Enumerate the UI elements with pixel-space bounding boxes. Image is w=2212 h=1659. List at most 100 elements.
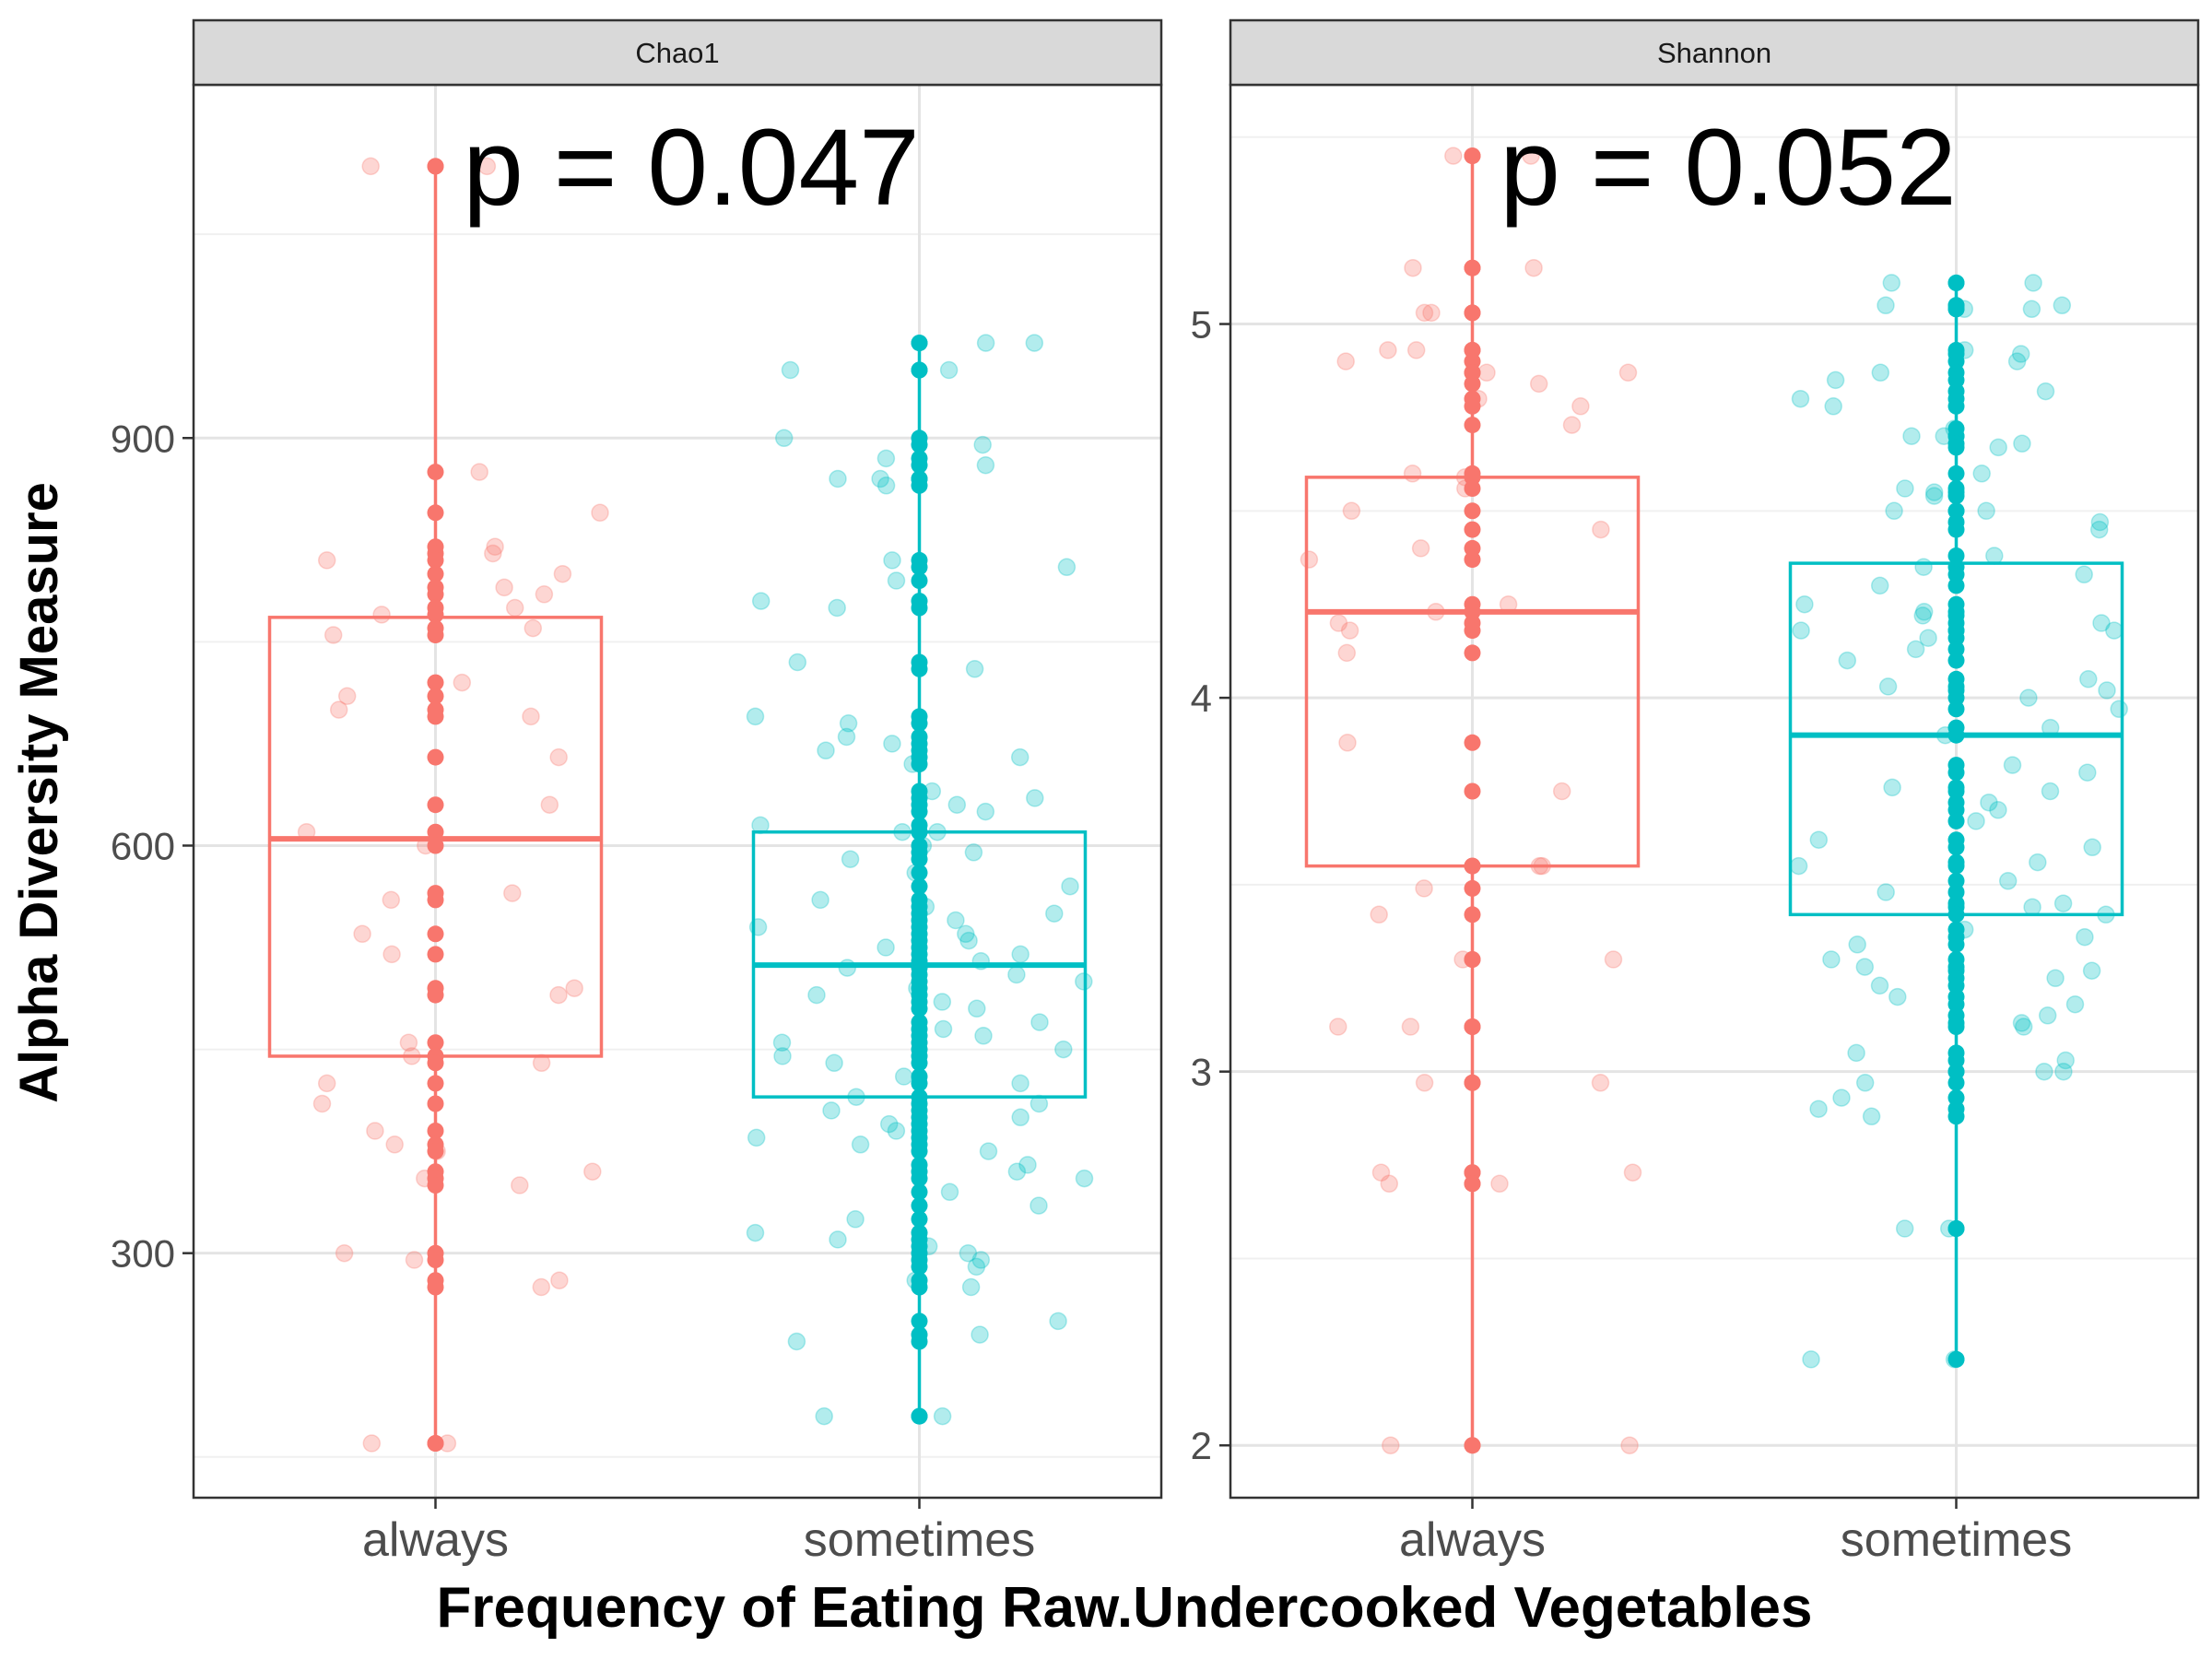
- center-point: [911, 572, 928, 589]
- jitter-point: [828, 598, 846, 618]
- jitter-point: [317, 551, 336, 570]
- jitter-point: [968, 999, 986, 1018]
- jitter-point: [1855, 958, 1875, 976]
- jitter-point: [2083, 838, 2101, 857]
- center-point: [1947, 1108, 1965, 1125]
- center-point: [427, 504, 444, 522]
- jitter-point: [2090, 512, 2110, 532]
- x-tick-label-sometimes: sometimes: [1841, 1513, 2072, 1567]
- center-point: [427, 925, 444, 943]
- jitter-point: [2054, 1062, 2073, 1081]
- jitter-point: [2098, 681, 2116, 700]
- center-point: [1464, 1074, 1481, 1091]
- center-point: [911, 714, 928, 732]
- jitter-point: [822, 1101, 841, 1120]
- jitter-point: [774, 429, 794, 448]
- jitter-point: [965, 660, 984, 678]
- center-point: [427, 565, 444, 582]
- jitter-point: [505, 598, 524, 618]
- center-point: [911, 877, 928, 895]
- jitter-point: [535, 585, 554, 604]
- jitter-point: [747, 1128, 766, 1147]
- jitter-point: [1337, 643, 1357, 663]
- jitter-point: [1848, 935, 1866, 954]
- jitter-point: [967, 1257, 986, 1277]
- jitter-point: [1592, 520, 1610, 539]
- jitter-point: [1007, 1162, 1027, 1181]
- jitter-point: [1902, 427, 1921, 445]
- jitter-point: [2105, 621, 2124, 640]
- jitter-point: [522, 707, 540, 726]
- jitter-point: [2012, 1014, 2031, 1032]
- center-point: [427, 585, 444, 603]
- jitter-point: [871, 469, 889, 488]
- jitter-point: [957, 924, 975, 944]
- jitter-point: [1885, 501, 1903, 521]
- x-axis-title: Frequency of Eating Raw.Undercooked Vege…: [437, 1576, 1813, 1640]
- center-point: [1464, 879, 1481, 897]
- center-point: [911, 823, 928, 841]
- jitter-point: [1855, 1074, 1875, 1092]
- x-tick-label-always: always: [362, 1513, 509, 1567]
- jitter-point: [495, 578, 513, 597]
- jitter-point: [829, 1230, 847, 1249]
- jitter-point: [2023, 898, 2041, 916]
- center-point: [427, 1435, 444, 1452]
- center-point: [911, 851, 928, 868]
- jitter-point: [1018, 1156, 1037, 1174]
- center-point: [911, 1183, 928, 1201]
- center-point: [1947, 1350, 1965, 1368]
- jitter-point: [1883, 778, 1901, 797]
- jitter-point: [1061, 877, 1079, 896]
- strip-label: Chao1: [635, 37, 719, 69]
- jitter-point: [2076, 927, 2094, 947]
- center-point: [1464, 906, 1481, 924]
- jitter-point: [399, 1033, 418, 1052]
- jitter-point: [1054, 1040, 1073, 1059]
- jitter-point: [933, 1406, 952, 1426]
- center-point: [427, 674, 444, 691]
- jitter-point: [2075, 565, 2093, 584]
- center-point: [1947, 812, 1965, 830]
- center-point: [427, 946, 444, 963]
- jitter-point: [1403, 465, 1422, 483]
- center-point: [1947, 465, 1965, 482]
- center-point: [1464, 622, 1481, 640]
- jitter-point: [1342, 501, 1361, 521]
- center-point: [427, 1075, 444, 1092]
- jitter-point: [2078, 763, 2097, 782]
- jitter-point: [1411, 539, 1430, 558]
- jitter-point: [1967, 812, 1985, 830]
- jitter-point: [1030, 1196, 1048, 1215]
- strip-header: [192, 18, 1163, 87]
- jitter-point: [807, 985, 826, 1005]
- jitter-point: [976, 802, 995, 821]
- jitter-point: [947, 911, 965, 930]
- jitter-point: [532, 1277, 551, 1297]
- jitter-point: [337, 687, 357, 706]
- jitter-point: [1924, 487, 1944, 505]
- jitter-point: [877, 938, 895, 957]
- center-point: [1947, 906, 1965, 924]
- jitter-point: [1338, 734, 1357, 752]
- jitter-point: [2029, 853, 2047, 872]
- jitter-point: [2053, 894, 2073, 912]
- jitter-point: [591, 503, 609, 523]
- jitter-point: [1340, 621, 1359, 640]
- center-point: [911, 1197, 928, 1215]
- jitter-point: [2011, 345, 2030, 363]
- center-point: [911, 864, 928, 881]
- x-tick-label-sometimes: sometimes: [804, 1513, 1035, 1567]
- center-point: [427, 1177, 444, 1194]
- jitter-point: [2007, 352, 2027, 371]
- center-point: [427, 837, 444, 854]
- x-tick-label-always: always: [1399, 1513, 1546, 1567]
- jitter-point: [366, 1122, 384, 1140]
- center-point: [1464, 397, 1481, 415]
- center-point: [427, 986, 444, 1004]
- jitter-point: [2036, 382, 2055, 401]
- jitter-point: [1977, 501, 1995, 521]
- jitter-point: [1809, 1100, 1828, 1118]
- jitter-point: [1877, 296, 1895, 315]
- jitter-point: [511, 1176, 529, 1194]
